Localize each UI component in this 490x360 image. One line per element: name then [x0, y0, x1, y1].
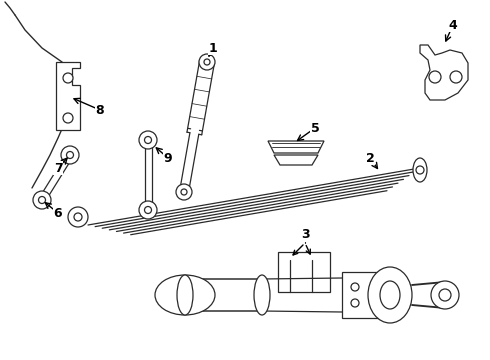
Circle shape: [351, 283, 359, 291]
Ellipse shape: [368, 267, 412, 323]
Circle shape: [68, 207, 88, 227]
Circle shape: [61, 146, 79, 164]
Circle shape: [204, 59, 210, 65]
Text: 4: 4: [449, 18, 457, 32]
Text: 3: 3: [301, 229, 309, 242]
Text: 8: 8: [96, 104, 104, 117]
Circle shape: [139, 131, 157, 149]
Circle shape: [431, 281, 459, 309]
Circle shape: [139, 201, 157, 219]
Polygon shape: [278, 252, 330, 292]
Circle shape: [39, 197, 46, 203]
Ellipse shape: [380, 281, 400, 309]
Circle shape: [67, 152, 74, 158]
Polygon shape: [274, 155, 318, 165]
Text: 2: 2: [366, 152, 374, 165]
Polygon shape: [420, 45, 468, 100]
Circle shape: [450, 71, 462, 83]
Circle shape: [74, 213, 82, 221]
Circle shape: [181, 189, 187, 195]
Polygon shape: [268, 141, 324, 153]
Circle shape: [351, 299, 359, 307]
Circle shape: [145, 136, 151, 144]
Text: 5: 5: [311, 122, 319, 135]
Circle shape: [145, 207, 151, 213]
Text: 7: 7: [53, 162, 62, 175]
Polygon shape: [56, 62, 80, 130]
Text: 6: 6: [54, 207, 62, 220]
Ellipse shape: [413, 158, 427, 182]
Ellipse shape: [155, 275, 215, 315]
Text: 1: 1: [209, 41, 218, 54]
Circle shape: [416, 166, 424, 174]
Circle shape: [176, 184, 192, 200]
Circle shape: [429, 71, 441, 83]
Circle shape: [199, 54, 215, 70]
Polygon shape: [342, 272, 390, 318]
Circle shape: [33, 191, 51, 209]
Text: 9: 9: [164, 152, 172, 165]
Ellipse shape: [177, 275, 193, 315]
Ellipse shape: [254, 275, 270, 315]
Circle shape: [439, 289, 451, 301]
Circle shape: [63, 73, 73, 83]
Circle shape: [63, 113, 73, 123]
